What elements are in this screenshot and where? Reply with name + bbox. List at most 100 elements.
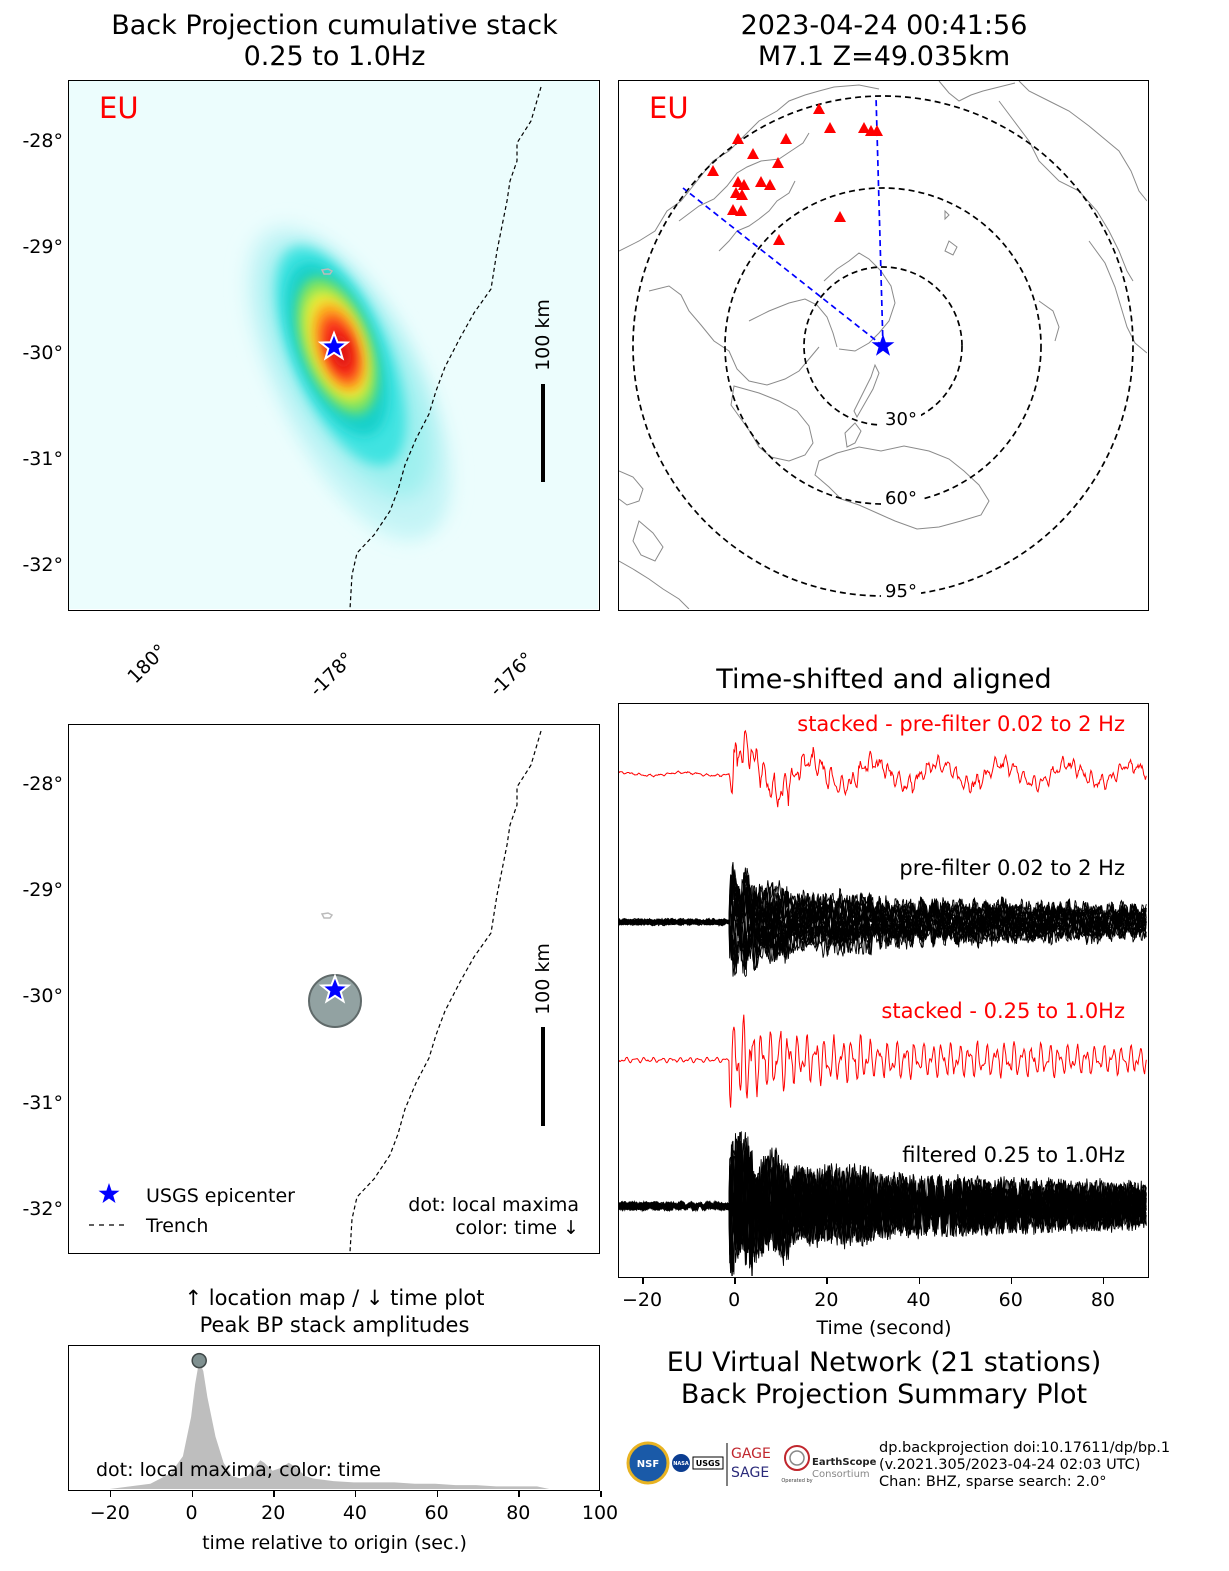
label-stacked-prefilter: stacked - pre-filter 0.02 to 2 Hz: [797, 712, 1125, 736]
local-lat-tick-29: -29°: [22, 879, 63, 901]
earthscope-logo-icon: [784, 1445, 810, 1471]
time-plot-svg: dot: local maxima; color: time: [69, 1352, 550, 1489]
credits-line3: Chan: BHZ, sparse search: 2.0°: [879, 1474, 1107, 1490]
great-circle-paths: [682, 95, 884, 347]
amplitude-maxima-dot: [191, 1352, 207, 1369]
global-map-panel: 30° 60° 95° EU: [618, 80, 1149, 611]
ring-30-label: 30°: [885, 409, 917, 430]
station-marker: [736, 189, 748, 200]
local-lat-tick-31: -31°: [22, 1092, 63, 1114]
local-lat-tick-32: -32°: [22, 1198, 63, 1220]
credits-text: dp.backprojection doi:10.17611/dp/bp.1 (…: [879, 1440, 1170, 1491]
ring-60: [724, 187, 1042, 505]
time-plot-x-tick-mark: [518, 1491, 520, 1497]
legend-trench-label: Trench: [145, 1215, 208, 1237]
legend-star-icon: [98, 1183, 120, 1203]
legend-epicenter-label: USGS epicenter: [146, 1185, 295, 1207]
ring-60-label-bg: [881, 485, 921, 509]
local-note-line2: color: time ↓: [455, 1217, 579, 1239]
station-marker: [732, 133, 744, 144]
time-plot-x-tick-label: 20: [261, 1502, 286, 1524]
local-scale-bar: [541, 1027, 545, 1126]
traces-x-tick-label: 60: [998, 1289, 1023, 1311]
sage-logo: SAGE: [731, 1465, 769, 1481]
time-plot-title: ↑ location map / ↓ time plot Peak BP sta…: [69, 1285, 600, 1339]
traces-xlabel: Time (second): [816, 1317, 952, 1339]
station-marker: [772, 157, 784, 168]
earthscope-operated: Operated by: [781, 1478, 812, 1484]
bp-heatmap-svg: 100 km EU: [69, 81, 598, 610]
bp-map-title-line2: 0.25 to 1.0Hz: [243, 41, 426, 72]
trace-group: [619, 729, 1147, 1277]
credits-line2: (v.2021.305/2023-04-24 02:03 UTC): [879, 1457, 1141, 1473]
station-marker: [813, 103, 825, 114]
path-west: [682, 187, 884, 347]
bp-island-outline: [320, 268, 334, 275]
bp-lon-tick-178: -178°: [305, 648, 359, 701]
bp-lon-tick-180: 180°: [123, 640, 172, 688]
local-note-line1: dot: local maxima: [408, 1194, 579, 1216]
usgs-logo: [692, 1456, 724, 1470]
logo-svg: NSF NASA USGS GAGE SAGE Operated by Eart…: [626, 1441, 877, 1486]
time-plot-x-tick-mark: [191, 1491, 194, 1497]
local-trench-line: [349, 730, 542, 1253]
traces-panel: stacked - pre-filter 0.02 to 2 Hz pre-fi…: [618, 703, 1149, 1278]
traces-x-tick-label: 80: [1090, 1289, 1115, 1311]
stations: [707, 103, 883, 245]
time-plot-x-tick-mark: [109, 1491, 112, 1497]
event-title: 2023-04-24 00:41:56 M7.1 Z=49.035km: [619, 10, 1149, 72]
trace-filtered: [619, 1145, 1147, 1251]
time-plot-x-tick-label: 80: [506, 1502, 531, 1524]
label-stacked-filtered: stacked - 0.25 to 1.0Hz: [881, 999, 1125, 1023]
heatmap-field: [248, 227, 450, 541]
station-marker: [738, 179, 750, 190]
local-map-panel: 100 km USGS epicenter Trench dot: local …: [68, 724, 600, 1254]
amplitude-area: [69, 1360, 550, 1489]
bp-network-label: EU: [99, 91, 139, 125]
station-marker: [858, 122, 870, 133]
station-marker: [773, 234, 785, 245]
station-marker: [755, 176, 767, 187]
bp-scale-bar: [541, 384, 545, 482]
trace-stacked-filtered: [619, 1014, 1147, 1108]
bp-lat-tick-28: -28°: [22, 130, 63, 152]
coastlines: [619, 81, 1148, 610]
time-plot-x-tick-mark: [354, 1491, 357, 1497]
bp-lat-tick-30: -30°: [22, 342, 63, 364]
trace-filtered: [619, 1152, 1147, 1273]
station-marker: [727, 204, 739, 215]
time-plot-x-tick-label: 40: [342, 1502, 368, 1524]
time-plot-x-tick-mark: [436, 1491, 439, 1497]
traces-x-tick-label: 20: [814, 1289, 839, 1311]
traces-x-tick-mark: [1010, 1278, 1013, 1284]
summary-line1: EU Virtual Network (21 stations): [666, 1347, 1102, 1378]
trace-prefilter: [619, 862, 1147, 960]
global-network-label: EU: [649, 91, 689, 125]
bp-epicenter-star: [317, 330, 351, 361]
nsf-logo: [626, 1441, 670, 1485]
nsf-logo-text: NSF: [637, 1459, 659, 1470]
time-plot-x-tick-label: 100: [581, 1502, 619, 1524]
ring-95-label-bg: [881, 578, 921, 602]
traces-svg: stacked - pre-filter 0.02 to 2 Hz pre-fi…: [619, 712, 1147, 1277]
time-plot-x-tick-mark: [273, 1491, 275, 1497]
event-datetime: 2023-04-24 00:41:56: [740, 10, 1028, 41]
global-epicenter-star: [871, 334, 895, 356]
station-marker: [780, 133, 792, 144]
summary-line2: Back Projection Summary Plot: [680, 1379, 1088, 1410]
station-marker: [735, 205, 747, 216]
time-plot-x-tick-label: 0: [185, 1502, 198, 1524]
trace-stacked-prefilter: [619, 729, 1147, 808]
summary-title: EU Virtual Network (21 stations) Back Pr…: [619, 1347, 1149, 1411]
bp-trench-line: [349, 86, 542, 610]
time-plot-title-line1: ↑ location map / ↓ time plot: [184, 1286, 485, 1310]
station-marker: [707, 165, 719, 176]
station-marker: [871, 125, 883, 136]
label-prefilter: pre-filter 0.02 to 2 Hz: [899, 856, 1125, 880]
local-lat-tick-30: -30°: [22, 985, 63, 1007]
bp-map-title-line1: Back Projection cumulative stack: [111, 10, 558, 41]
traces-x-tick-mark: [918, 1278, 921, 1284]
traces-x-tick-mark: [642, 1278, 644, 1284]
label-filtered: filtered 0.25 to 1.0Hz: [902, 1143, 1125, 1167]
local-epicenter-star: [318, 973, 352, 1004]
